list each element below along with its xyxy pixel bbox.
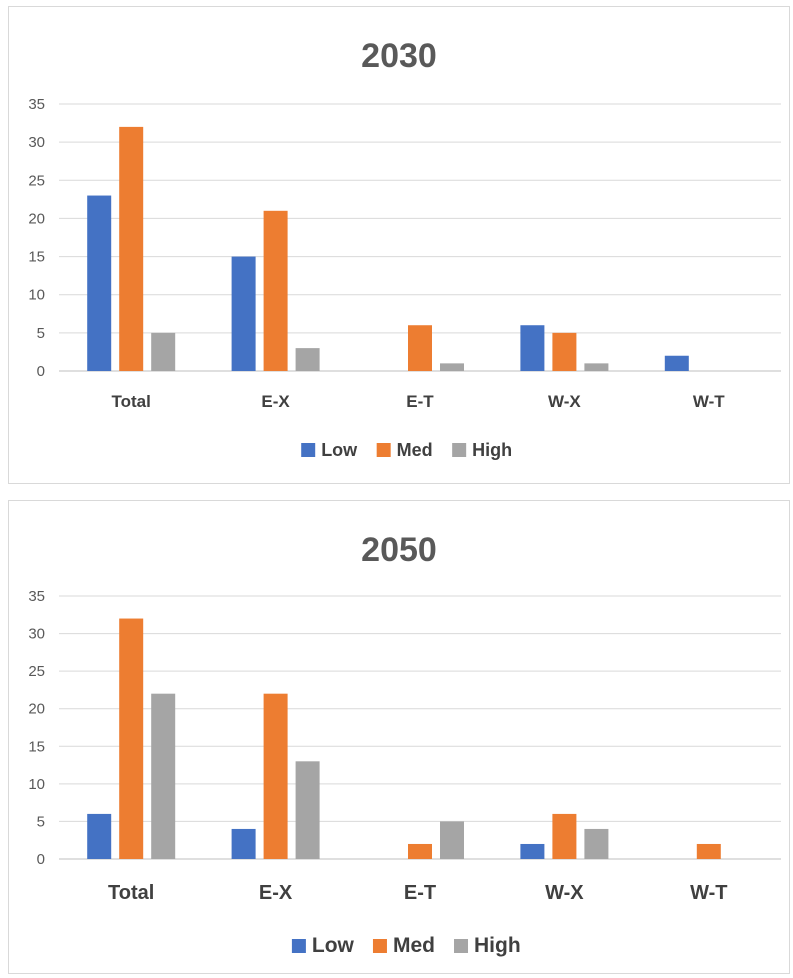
bar-med-e-t — [408, 843, 432, 859]
y-tick-label: 15 — [28, 249, 45, 266]
legend-label: Med — [397, 440, 433, 460]
y-tick-label: 0 — [37, 363, 45, 380]
y-tick-label: 30 — [28, 134, 45, 151]
legend-label: Med — [393, 934, 435, 957]
y-tick-label: 10 — [28, 287, 45, 304]
bar-high-e-x — [295, 348, 320, 371]
legend-label: Low — [312, 934, 355, 957]
bar-high-w-x — [584, 828, 609, 859]
legend-swatch-high — [454, 939, 469, 953]
bar-med-total — [119, 126, 144, 371]
y-tick-label: 15 — [28, 738, 45, 755]
legend-swatch-med — [376, 443, 391, 457]
bar-low-e-x — [231, 256, 256, 371]
bar-med-e-x — [263, 210, 288, 371]
bar-high-w-x — [584, 363, 609, 371]
x-tick-label: E-X — [259, 882, 293, 904]
bar-low-e-x — [231, 828, 256, 859]
legend-swatch-high — [452, 443, 467, 457]
bar-low-w-x — [520, 325, 545, 371]
y-tick-label: 30 — [28, 626, 45, 643]
chart-2050: 2050 0 5 10 15 20 25 30 35 Total E-X E-T W-X W-T Low Me… — [28, 531, 781, 957]
bar-high-total — [151, 332, 176, 371]
x-tick-label: E-T — [406, 392, 434, 411]
bar-low-total — [87, 813, 112, 859]
y-tick-label: 20 — [28, 701, 45, 718]
y-tick-label: 5 — [37, 813, 45, 830]
bar-high-e-t — [440, 821, 464, 859]
x-tick-label: W-X — [545, 882, 584, 904]
chart-title: 2050 — [361, 531, 437, 569]
y-tick-label: 35 — [28, 588, 45, 605]
y-tick-label: 35 — [28, 96, 45, 113]
legend-swatch-low — [301, 443, 316, 457]
x-tick-label: E-X — [261, 392, 290, 411]
bar-low-w-x — [520, 843, 545, 859]
y-tick-label: 25 — [28, 663, 45, 680]
legend-label: High — [474, 934, 521, 957]
bar-med-total — [119, 618, 144, 859]
legend-swatch-low — [291, 939, 306, 953]
y-tick-label: 10 — [28, 776, 45, 793]
bar-low-w-t — [664, 355, 689, 371]
chart-panel-2030: 2030 0 5 10 15 20 25 30 35 Total E-X E-T W-X W-T Low Me… — [8, 6, 790, 484]
y-tick-label: 20 — [28, 210, 45, 227]
chart-2030: 2030 0 5 10 15 20 25 30 35 Total E-X E-T W-X W-T Low Me… — [28, 37, 781, 460]
bar-high-e-t — [440, 363, 464, 371]
x-tick-label: Total — [112, 392, 151, 411]
y-tick-label: 0 — [37, 851, 45, 868]
chart-title: 2030 — [361, 37, 437, 75]
x-tick-label: Total — [108, 882, 154, 904]
bar-med-w-t — [696, 843, 721, 859]
bar-med-w-x — [552, 813, 577, 859]
chart-panel-2050: 2050 0 5 10 15 20 25 30 35 Total E-X E-T W-X W-T Low Me… — [8, 500, 790, 974]
bar-low-total — [87, 195, 112, 371]
y-tick-label: 5 — [37, 325, 45, 342]
legend-swatch-med — [372, 939, 387, 953]
bar-high-e-x — [295, 761, 320, 859]
x-tick-label: W-T — [693, 392, 725, 411]
bar-med-w-x — [552, 332, 577, 371]
bar-med-e-x — [263, 693, 288, 859]
x-tick-label: W-X — [548, 392, 581, 411]
bar-high-total — [151, 693, 176, 859]
y-tick-label: 25 — [28, 172, 45, 189]
x-tick-label: E-T — [404, 882, 436, 904]
bar-med-e-t — [408, 325, 432, 371]
legend-label: High — [472, 440, 512, 460]
legend-label: Low — [321, 440, 358, 460]
x-tick-label: W-T — [690, 882, 727, 904]
